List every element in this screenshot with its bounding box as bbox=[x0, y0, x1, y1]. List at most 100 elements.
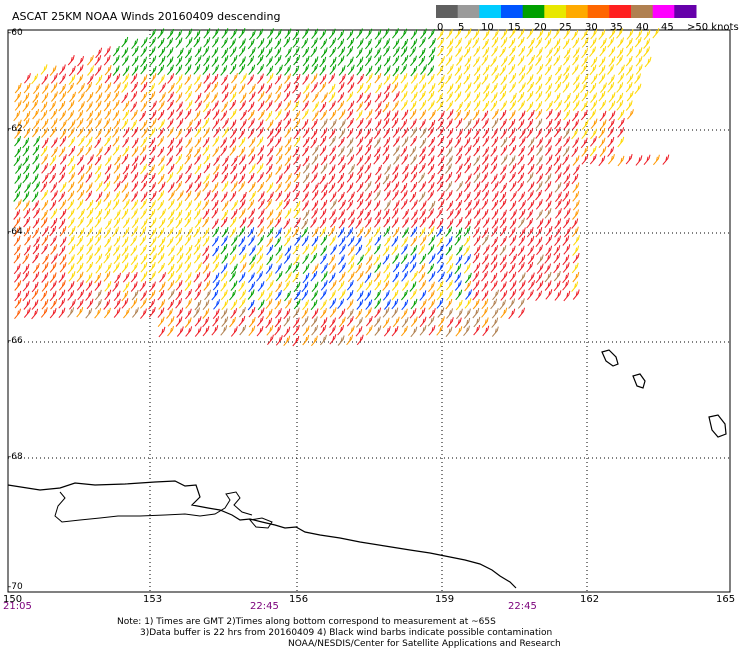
wind-barb bbox=[122, 65, 130, 77]
wind-barb bbox=[535, 226, 543, 238]
wind-barb bbox=[49, 290, 57, 302]
wind-barb bbox=[320, 189, 328, 201]
wind-barb bbox=[59, 236, 67, 248]
wind-barb bbox=[607, 37, 615, 48]
wind-barb bbox=[544, 217, 552, 229]
wind-barb bbox=[572, 182, 580, 193]
wind-barb bbox=[347, 64, 355, 76]
wind-barb bbox=[131, 65, 139, 76]
wind-barb bbox=[239, 252, 247, 264]
wind-barb bbox=[104, 262, 112, 274]
wind-barb bbox=[391, 307, 399, 318]
wind-barb bbox=[347, 74, 354, 85]
wind-barb bbox=[202, 208, 210, 220]
wind-barb bbox=[401, 38, 409, 50]
wind-barb bbox=[221, 83, 229, 94]
wind-barb bbox=[221, 55, 229, 66]
wind-barb bbox=[203, 173, 210, 185]
wind-barb bbox=[616, 47, 624, 59]
wind-barb bbox=[265, 163, 273, 175]
wind-barb bbox=[400, 73, 408, 84]
wind-barb bbox=[49, 163, 57, 175]
lat-label-62: -62 bbox=[8, 124, 23, 134]
wind-barb bbox=[257, 299, 265, 311]
wind-barb bbox=[31, 289, 39, 300]
wind-barb bbox=[194, 46, 202, 58]
wind-barb bbox=[536, 254, 544, 265]
wind-barb bbox=[391, 298, 399, 310]
wind-barb bbox=[571, 146, 579, 158]
wind-barb bbox=[140, 290, 147, 301]
wind-barb bbox=[572, 100, 580, 111]
wind-barb bbox=[265, 317, 273, 329]
wind-barb bbox=[275, 227, 282, 239]
wind-barb bbox=[185, 91, 192, 102]
wind-barb bbox=[51, 146, 58, 158]
wind-barb bbox=[283, 198, 290, 210]
wind-barb bbox=[473, 316, 481, 328]
wind-barb bbox=[249, 29, 256, 41]
wind-barb bbox=[347, 209, 355, 221]
wind-barb bbox=[392, 181, 400, 192]
wind-barb bbox=[320, 271, 328, 282]
wind-barb bbox=[274, 109, 282, 120]
wind-barb bbox=[554, 163, 562, 174]
wind-barb bbox=[203, 55, 210, 67]
wind-barb bbox=[203, 190, 211, 201]
wind-barb bbox=[248, 47, 256, 58]
wind-barb bbox=[427, 127, 435, 138]
wind-barb bbox=[418, 73, 426, 84]
wind-barb bbox=[463, 181, 471, 193]
wind-barb bbox=[229, 137, 237, 148]
wind-barb bbox=[572, 47, 580, 58]
wind-barb bbox=[373, 316, 381, 327]
wind-barb bbox=[157, 307, 165, 318]
wind-barb bbox=[77, 217, 85, 228]
wind-barb bbox=[41, 118, 49, 130]
wind-barb bbox=[68, 74, 76, 85]
wind-barb bbox=[248, 91, 256, 103]
wind-barb bbox=[247, 38, 255, 50]
wind-barb bbox=[491, 181, 499, 192]
wind-barb bbox=[320, 280, 328, 291]
wind-barb bbox=[329, 37, 337, 49]
wind-barb bbox=[500, 29, 508, 40]
wind-barb bbox=[517, 55, 525, 66]
wind-barb bbox=[518, 272, 526, 283]
wind-barb bbox=[581, 73, 589, 85]
wind-barb bbox=[85, 182, 93, 193]
wind-barb bbox=[383, 74, 391, 85]
wind-barb bbox=[140, 271, 148, 282]
wind-barb bbox=[113, 73, 121, 85]
wind-barb bbox=[284, 118, 292, 129]
wind-barb bbox=[292, 244, 300, 255]
wind-barb bbox=[167, 82, 175, 94]
wind-barb bbox=[59, 208, 67, 220]
wind-barb bbox=[383, 110, 391, 121]
wind-barb bbox=[409, 262, 417, 273]
wind-barb bbox=[220, 243, 228, 255]
wind-barb bbox=[193, 36, 201, 48]
wind-barb bbox=[85, 190, 93, 202]
wind-barb bbox=[148, 83, 156, 94]
wind-barb bbox=[481, 55, 489, 66]
wind-barb bbox=[292, 307, 300, 318]
wind-barb bbox=[348, 164, 355, 175]
wind-barb bbox=[168, 190, 175, 201]
wind-barb bbox=[383, 65, 391, 76]
wind-barb bbox=[481, 154, 489, 165]
wind-barb bbox=[310, 316, 318, 327]
wind-barb bbox=[301, 235, 309, 247]
wind-barb bbox=[14, 199, 22, 210]
wind-barb bbox=[23, 226, 31, 237]
wind-barb bbox=[123, 307, 130, 319]
wind-barb bbox=[95, 253, 103, 265]
wind-barb bbox=[473, 235, 481, 247]
wind-barb bbox=[58, 100, 66, 112]
wind-barb bbox=[365, 315, 373, 327]
wind-barb bbox=[238, 315, 246, 327]
wind-barb bbox=[455, 289, 463, 301]
wind-barb bbox=[114, 154, 121, 166]
wind-barb bbox=[456, 55, 463, 66]
wind-barb bbox=[256, 28, 264, 40]
